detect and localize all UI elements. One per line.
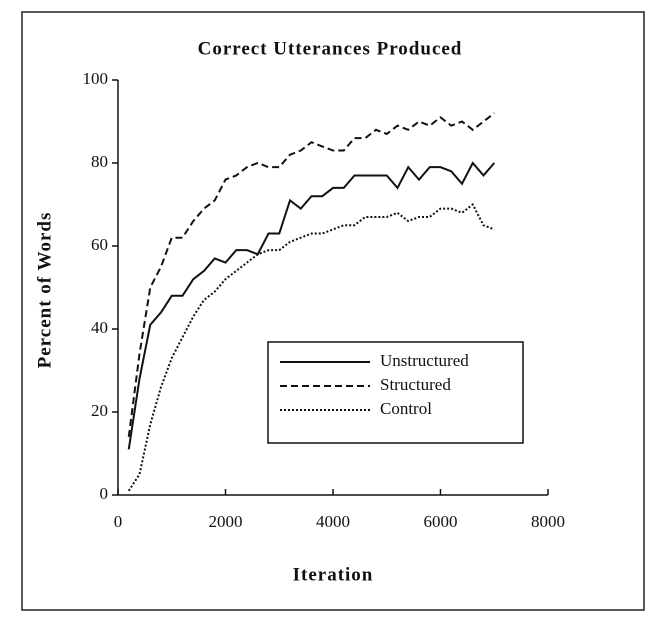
x-tick-label: 2000 bbox=[209, 512, 243, 531]
legend-label: Unstructured bbox=[380, 351, 469, 370]
x-axis-label: Iteration bbox=[293, 564, 374, 585]
y-tick-label: 40 bbox=[91, 318, 108, 337]
series-line bbox=[127, 112, 495, 438]
chart-title: Correct Utterances Produced bbox=[198, 38, 463, 59]
x-tick-label: 4000 bbox=[316, 512, 350, 531]
legend-label: Structured bbox=[380, 375, 451, 394]
series-line bbox=[127, 202, 495, 492]
x-tick-label: 0 bbox=[114, 512, 123, 531]
x-tick-label: 6000 bbox=[424, 512, 458, 531]
series-line bbox=[127, 161, 496, 450]
y-tick-label: 100 bbox=[83, 69, 109, 88]
y-tick-label: 0 bbox=[100, 484, 109, 503]
x-tick-label: 8000 bbox=[531, 512, 565, 531]
y-axis-label: Percent of Words bbox=[34, 212, 55, 369]
frame bbox=[21, 11, 645, 611]
legend-label: Control bbox=[380, 399, 432, 418]
legend-box bbox=[267, 341, 524, 444]
y-tick-label: 80 bbox=[91, 152, 108, 171]
y-tick-label: 20 bbox=[91, 401, 108, 420]
y-tick-label: 60 bbox=[91, 235, 108, 254]
